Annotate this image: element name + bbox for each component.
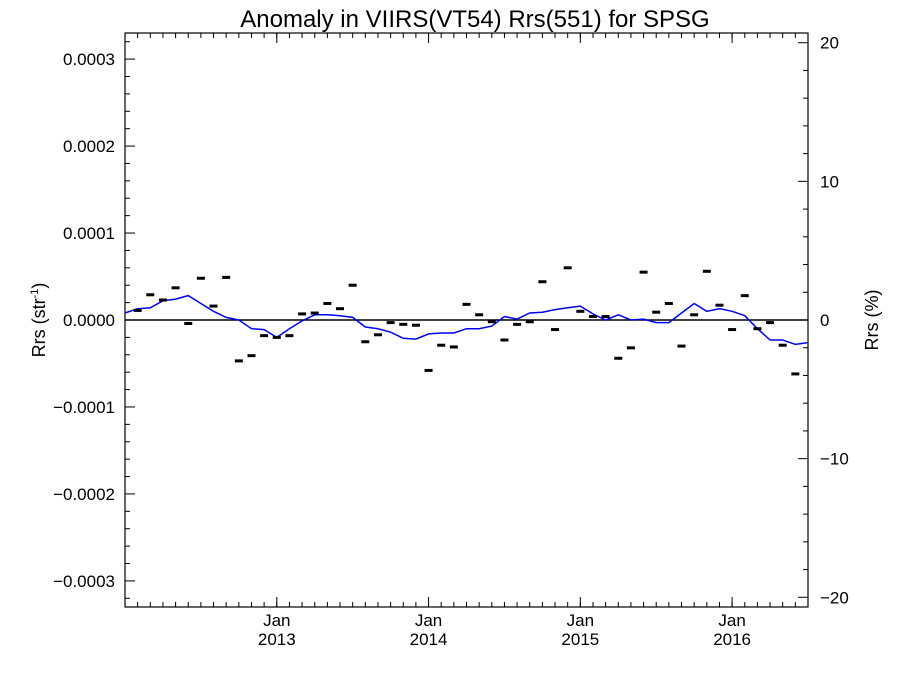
- y-tick-label: 0.0001: [63, 224, 115, 243]
- y2-tick-label: −10: [820, 450, 849, 469]
- data-point: [791, 372, 800, 376]
- y-tick-label: 0.0003: [63, 50, 115, 69]
- y-tick-label: 0.0000: [63, 311, 115, 330]
- data-point: [664, 301, 673, 305]
- y2-tick-label: 20: [820, 34, 839, 53]
- data-point: [601, 315, 610, 319]
- data-point: [247, 354, 256, 358]
- series-line-smoothed: [124, 294, 809, 346]
- axes-ticks: 0.0003 0.0002 0.0001 0.0000 −0.0001 −0.0002 −0…: [53, 33, 849, 649]
- x-tick-label-year: 2016: [713, 630, 751, 649]
- data-point: [424, 368, 433, 372]
- data-point: [184, 321, 193, 325]
- y2-tick-label: 0: [820, 311, 829, 330]
- x-tick-label-year: 2014: [410, 630, 448, 649]
- x-tick-label-month: Jan: [567, 611, 594, 630]
- data-point: [778, 343, 787, 347]
- data-point: [133, 308, 142, 312]
- data-point: [766, 321, 775, 325]
- data-point: [323, 301, 332, 305]
- data-point: [196, 276, 205, 280]
- data-point: [500, 338, 509, 342]
- y2-tick-label: −20: [820, 588, 849, 607]
- x-tick-label-month: Jan: [718, 611, 745, 630]
- data-point: [285, 334, 294, 338]
- data-points: [133, 266, 800, 376]
- data-point: [361, 340, 370, 344]
- y2-tick-label: 10: [820, 172, 839, 191]
- data-point: [576, 309, 585, 313]
- data-point: [209, 304, 218, 308]
- data-point: [449, 345, 458, 349]
- y2-axis-title: Rrs (%): [862, 290, 882, 351]
- data-point: [487, 320, 496, 324]
- data-point: [171, 286, 180, 290]
- x-tick-label-year: 2015: [561, 630, 599, 649]
- data-point: [728, 328, 737, 332]
- data-point: [626, 346, 635, 350]
- data-point: [563, 266, 572, 270]
- data-point: [740, 294, 749, 298]
- data-point: [310, 311, 319, 315]
- y-tick-label: 0.0002: [63, 137, 115, 156]
- data-point: [158, 298, 167, 302]
- data-point: [272, 335, 281, 339]
- chart-title: Anomaly in VIIRS(VT54) Rrs(551) for SPSG: [240, 6, 709, 33]
- data-point: [702, 269, 711, 273]
- data-point: [677, 344, 686, 348]
- data-point: [437, 343, 446, 347]
- data-point: [260, 334, 269, 338]
- data-point: [715, 303, 724, 307]
- data-point: [525, 320, 534, 324]
- data-point: [348, 283, 357, 287]
- data-point: [298, 312, 307, 316]
- data-point: [690, 313, 699, 317]
- data-point: [588, 315, 597, 319]
- data-point: [538, 280, 547, 284]
- data-point: [462, 302, 471, 306]
- y-tick-label: −0.0001: [53, 398, 115, 417]
- y-tick-label: −0.0002: [53, 485, 115, 504]
- data-point: [652, 310, 661, 314]
- data-point: [222, 275, 231, 279]
- data-point: [146, 293, 155, 297]
- data-point: [373, 333, 382, 337]
- data-point: [753, 327, 762, 331]
- data-point: [399, 322, 408, 326]
- y-axis-title: Rrs (str-1): [29, 283, 49, 358]
- data-point: [551, 328, 560, 332]
- data-point: [411, 323, 420, 327]
- data-point: [513, 322, 522, 326]
- x-tick-label-month: Jan: [263, 611, 290, 630]
- data-point: [234, 359, 243, 363]
- y-tick-label: −0.0003: [53, 572, 115, 591]
- data-point: [336, 307, 345, 311]
- data-point: [614, 356, 623, 360]
- data-point: [386, 321, 395, 325]
- x-tick-label-year: 2013: [258, 630, 296, 649]
- data-point: [475, 313, 484, 317]
- x-tick-label-month: Jan: [415, 611, 442, 630]
- data-point: [639, 270, 648, 274]
